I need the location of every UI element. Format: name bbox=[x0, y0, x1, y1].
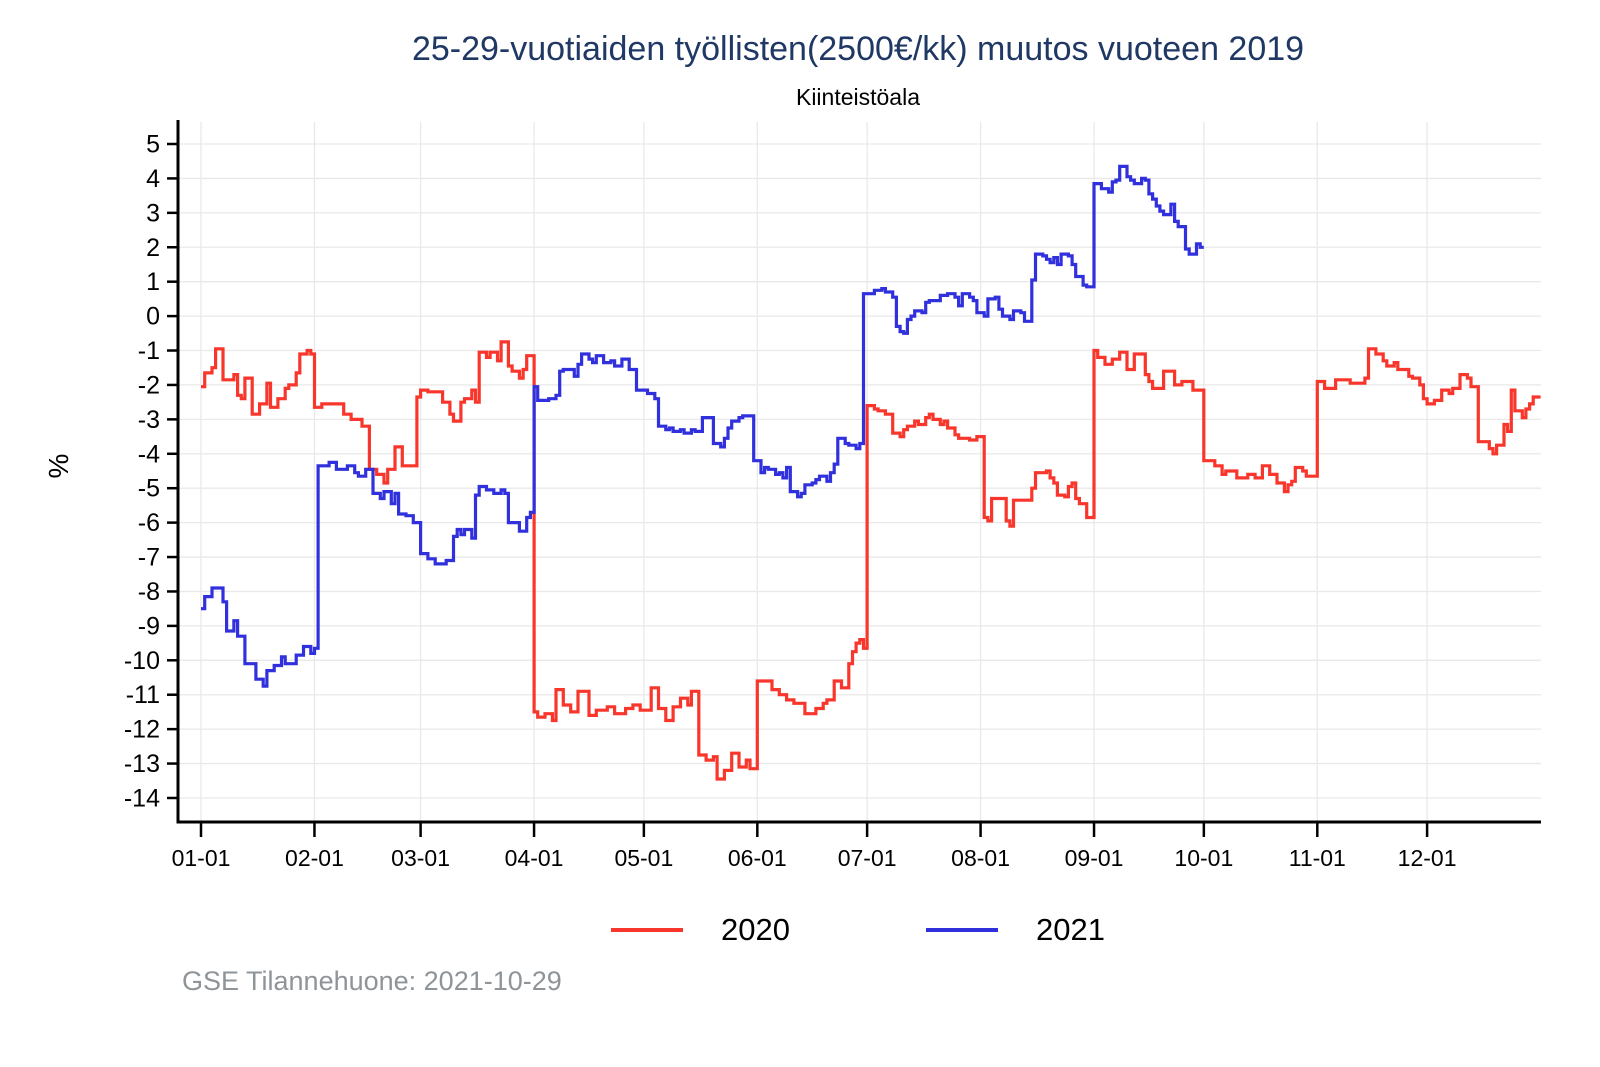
x-tick-label-10-01: 10-01 bbox=[1174, 845, 1233, 871]
x-tick-label-01-01: 01-01 bbox=[172, 845, 231, 871]
y-tick-label-2: 2 bbox=[146, 234, 160, 262]
legend-line-2021-icon bbox=[926, 928, 998, 932]
x-tick-label-08-01: 08-01 bbox=[951, 845, 1010, 871]
y-tick-label--6: -6 bbox=[138, 509, 160, 537]
x-tick-label-06-01: 06-01 bbox=[728, 845, 787, 871]
y-tick-label--4: -4 bbox=[138, 440, 160, 468]
y-tick-label-1: 1 bbox=[146, 268, 160, 296]
legend-label-2021: 2021 bbox=[1036, 912, 1105, 947]
y-tick-label--12: -12 bbox=[124, 716, 160, 744]
series-line-2020 bbox=[201, 340, 1541, 781]
x-tick-label-12-01: 12-01 bbox=[1398, 845, 1457, 871]
y-tick-label-0: 0 bbox=[146, 303, 160, 331]
x-tick-label-07-01: 07-01 bbox=[838, 845, 897, 871]
x-tick-label-09-01: 09-01 bbox=[1065, 845, 1124, 871]
y-tick-label--2: -2 bbox=[138, 371, 160, 399]
chart-subtitle: Kiinteistöala bbox=[795, 84, 921, 110]
y-tick-label--7: -7 bbox=[138, 544, 160, 572]
y-tick-label--13: -13 bbox=[124, 750, 160, 778]
legend-label-2020: 2020 bbox=[721, 912, 790, 947]
legend-line-2020-icon bbox=[611, 928, 684, 932]
y-axis-title: % bbox=[43, 454, 74, 479]
chart-title: 25-29-vuotiaiden työllisten(2500€/kk) mu… bbox=[411, 30, 1305, 68]
x-tick-label-04-01: 04-01 bbox=[505, 845, 564, 871]
y-tick-label--5: -5 bbox=[138, 475, 160, 503]
source-note: GSE Tilannehuone: 2021-10-29 bbox=[182, 966, 562, 996]
y-tick-label--10: -10 bbox=[124, 647, 160, 675]
y-tick-label-3: 3 bbox=[146, 199, 160, 227]
y-tick-label--14: -14 bbox=[124, 784, 160, 812]
x-tick-label-03-01: 03-01 bbox=[391, 845, 450, 871]
series-line-2021 bbox=[201, 164, 1204, 688]
y-tick-label--3: -3 bbox=[138, 406, 160, 434]
x-tick-label-05-01: 05-01 bbox=[614, 845, 673, 871]
y-tick-label--8: -8 bbox=[138, 578, 160, 606]
y-tick-label-5: 5 bbox=[146, 131, 160, 159]
y-tick-label-4: 4 bbox=[146, 165, 160, 193]
x-tick-label-11-01: 11-01 bbox=[1289, 845, 1346, 871]
y-tick-label--11: -11 bbox=[126, 681, 160, 709]
chart-legend: 2020 2021 bbox=[178, 912, 1538, 948]
y-tick-label--9: -9 bbox=[138, 612, 160, 640]
y-tick-label--1: -1 bbox=[138, 337, 160, 365]
x-tick-label-02-01: 02-01 bbox=[285, 845, 344, 871]
